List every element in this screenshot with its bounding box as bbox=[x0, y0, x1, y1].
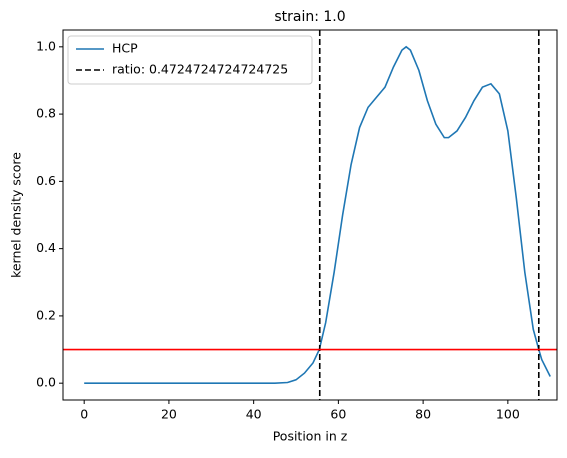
y-tick-label: 0.4 bbox=[36, 240, 56, 255]
y-tick-label: 1.0 bbox=[36, 38, 56, 53]
x-tick-label: 60 bbox=[330, 407, 346, 422]
y-tick-label: 0.0 bbox=[36, 375, 56, 390]
legend-box bbox=[67, 35, 313, 85]
x-tick-label: 80 bbox=[415, 407, 431, 422]
y-tick-label: 0.2 bbox=[36, 307, 56, 322]
chart-title: strain: 1.0 bbox=[274, 9, 345, 25]
y-tick-label: 0.6 bbox=[36, 173, 56, 188]
x-tick-label: 100 bbox=[496, 407, 520, 422]
legend-label: ratio: 0.4724724724724725 bbox=[112, 62, 288, 77]
x-tick-label: 0 bbox=[80, 407, 88, 422]
x-axis-label: Position in z bbox=[273, 429, 348, 444]
y-axis-label: kernel density score bbox=[9, 152, 24, 278]
legend-label: HCP bbox=[112, 41, 138, 56]
plot-frame bbox=[62, 29, 558, 401]
x-tick-label: 40 bbox=[246, 407, 262, 422]
line-series bbox=[84, 45, 551, 384]
x-tick-label: 20 bbox=[161, 407, 177, 422]
y-tick-label: 0.8 bbox=[36, 106, 56, 121]
